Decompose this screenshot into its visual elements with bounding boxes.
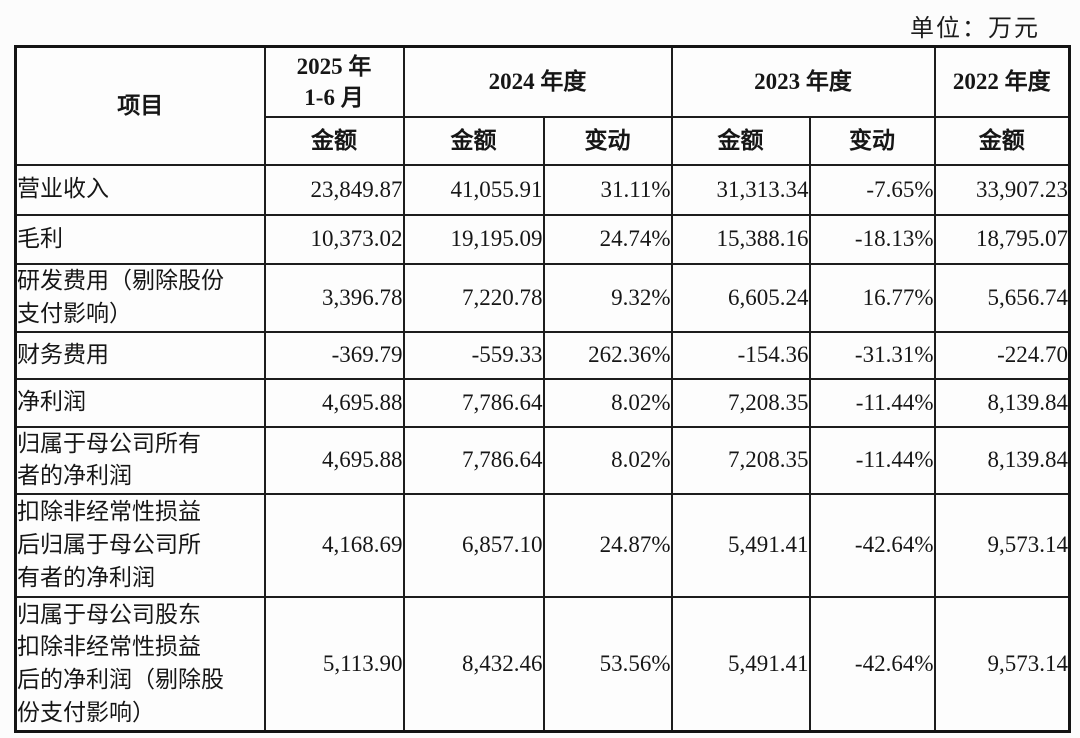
table-row: 毛利 10,373.02 19,195.09 24.74% 15,388.16 … (14, 213, 1071, 265)
cell-value: 4,168.69 (263, 492, 405, 598)
cell-value: 6,605.24 (670, 262, 811, 333)
cell-value: 6,857.10 (402, 492, 545, 598)
cell-value: 10,373.02 (263, 213, 405, 265)
cell-value: 24.87% (542, 492, 673, 598)
cell-value: -42.64% (808, 595, 936, 733)
cell-value: 7,786.64 (402, 377, 545, 428)
cell-value: 8.02% (542, 377, 673, 428)
header-row-years: 项目 2025 年 1-6 月 2024 年度 2023 年度 2022 年度 (14, 45, 1071, 166)
cell-value: 8,139.84 (933, 425, 1071, 495)
cell-value: -11.44% (808, 425, 936, 495)
cell-value: 19,195.09 (402, 213, 545, 265)
header-item: 项目 (14, 45, 266, 166)
header-2024: 2024 年度 (402, 45, 673, 118)
cell-value: -559.33 (402, 330, 545, 380)
cell-value: -42.64% (808, 492, 936, 598)
cell-value: 9,573.14 (933, 492, 1071, 598)
cell-value: 33,907.23 (933, 163, 1071, 216)
cell-value: 262.36% (542, 330, 673, 380)
cell-value: 8,139.84 (933, 377, 1071, 428)
cell-value: 5,491.41 (670, 595, 811, 733)
table-row: 归属于母公司所有 者的净利润 4,695.88 7,786.64 8.02% 7… (14, 425, 1071, 495)
cell-value: 3,396.78 (263, 262, 405, 333)
cell-value: 8,432.46 (402, 595, 545, 733)
cell-value: -369.79 (263, 330, 405, 380)
cell-value: -11.44% (808, 377, 936, 428)
subheader-change-2023: 变动 (808, 115, 936, 166)
row-label: 营业收入 (14, 163, 266, 216)
row-label: 归属于母公司所有 者的净利润 (14, 425, 266, 495)
subheader-amount-2025: 金额 (263, 115, 405, 166)
cell-value: 31.11% (542, 163, 673, 216)
cell-value: 41,055.91 (402, 163, 545, 216)
cell-value: 4,695.88 (263, 377, 405, 428)
cell-value: 5,113.90 (263, 595, 405, 733)
cell-value: -18.13% (808, 213, 936, 265)
row-label: 净利润 (14, 377, 266, 428)
cell-value: 4,695.88 (263, 425, 405, 495)
table-row: 营业收入 23,849.87 41,055.91 31.11% 31,313.3… (14, 163, 1071, 216)
row-label: 财务费用 (14, 330, 266, 380)
cell-value: -154.36 (670, 330, 811, 380)
unit-label: 单位：万元 (910, 16, 1040, 42)
cell-value: 7,208.35 (670, 377, 811, 428)
cell-value: 7,786.64 (402, 425, 545, 495)
subheader-amount-2022: 金额 (933, 115, 1071, 166)
header-2025: 2025 年 1-6 月 (263, 45, 405, 118)
cell-value: 8.02% (542, 425, 673, 495)
row-label: 研发费用（剔除股份 支付影响） (14, 262, 266, 333)
row-label: 扣除非经常性损益 后归属于母公司所 有者的净利润 (14, 492, 266, 598)
table-row: 归属于母公司股东 扣除非经常性损益 后的净利润（剔除股 份支付影响） 5,113… (14, 595, 1071, 733)
header-2023: 2023 年度 (670, 45, 936, 118)
cell-value: 9,573.14 (933, 595, 1071, 733)
cell-value: -224.70 (933, 330, 1071, 380)
cell-value: 9.32% (542, 262, 673, 333)
cell-value: 24.74% (542, 213, 673, 265)
cell-value: -31.31% (808, 330, 936, 380)
row-label: 归属于母公司股东 扣除非经常性损益 后的净利润（剔除股 份支付影响） (14, 595, 266, 733)
cell-value: 18,795.07 (933, 213, 1071, 265)
subheader-change-2024: 变动 (542, 115, 673, 166)
cell-value: 15,388.16 (670, 213, 811, 265)
cell-value: 5,491.41 (670, 492, 811, 598)
cell-value: 16.77% (808, 262, 936, 333)
cell-value: 5,656.74 (933, 262, 1071, 333)
subheader-amount-2023: 金额 (670, 115, 811, 166)
cell-value: 31,313.34 (670, 163, 811, 216)
cell-value: 7,220.78 (402, 262, 545, 333)
cell-value: 53.56% (542, 595, 673, 733)
header-2022: 2022 年度 (933, 45, 1071, 118)
table-row: 净利润 4,695.88 7,786.64 8.02% 7,208.35 -11… (14, 377, 1071, 428)
cell-value: 7,208.35 (670, 425, 811, 495)
table-row: 扣除非经常性损益 后归属于母公司所 有者的净利润 4,168.69 6,857.… (14, 492, 1071, 598)
subheader-amount-2024: 金额 (402, 115, 545, 166)
table-row: 研发费用（剔除股份 支付影响） 3,396.78 7,220.78 9.32% … (14, 262, 1071, 333)
row-label: 毛利 (14, 213, 266, 265)
cell-value: -7.65% (808, 163, 936, 216)
cell-value: 23,849.87 (263, 163, 405, 216)
table-row: 财务费用 -369.79 -559.33 262.36% -154.36 -31… (14, 330, 1071, 380)
header-row-sub: 金额 金额 变动 金额 变动 金额 (16, 115, 1071, 166)
financial-table: 项目 2025 年 1-6 月 2024 年度 2023 年度 2022 年度 … (14, 45, 1071, 734)
